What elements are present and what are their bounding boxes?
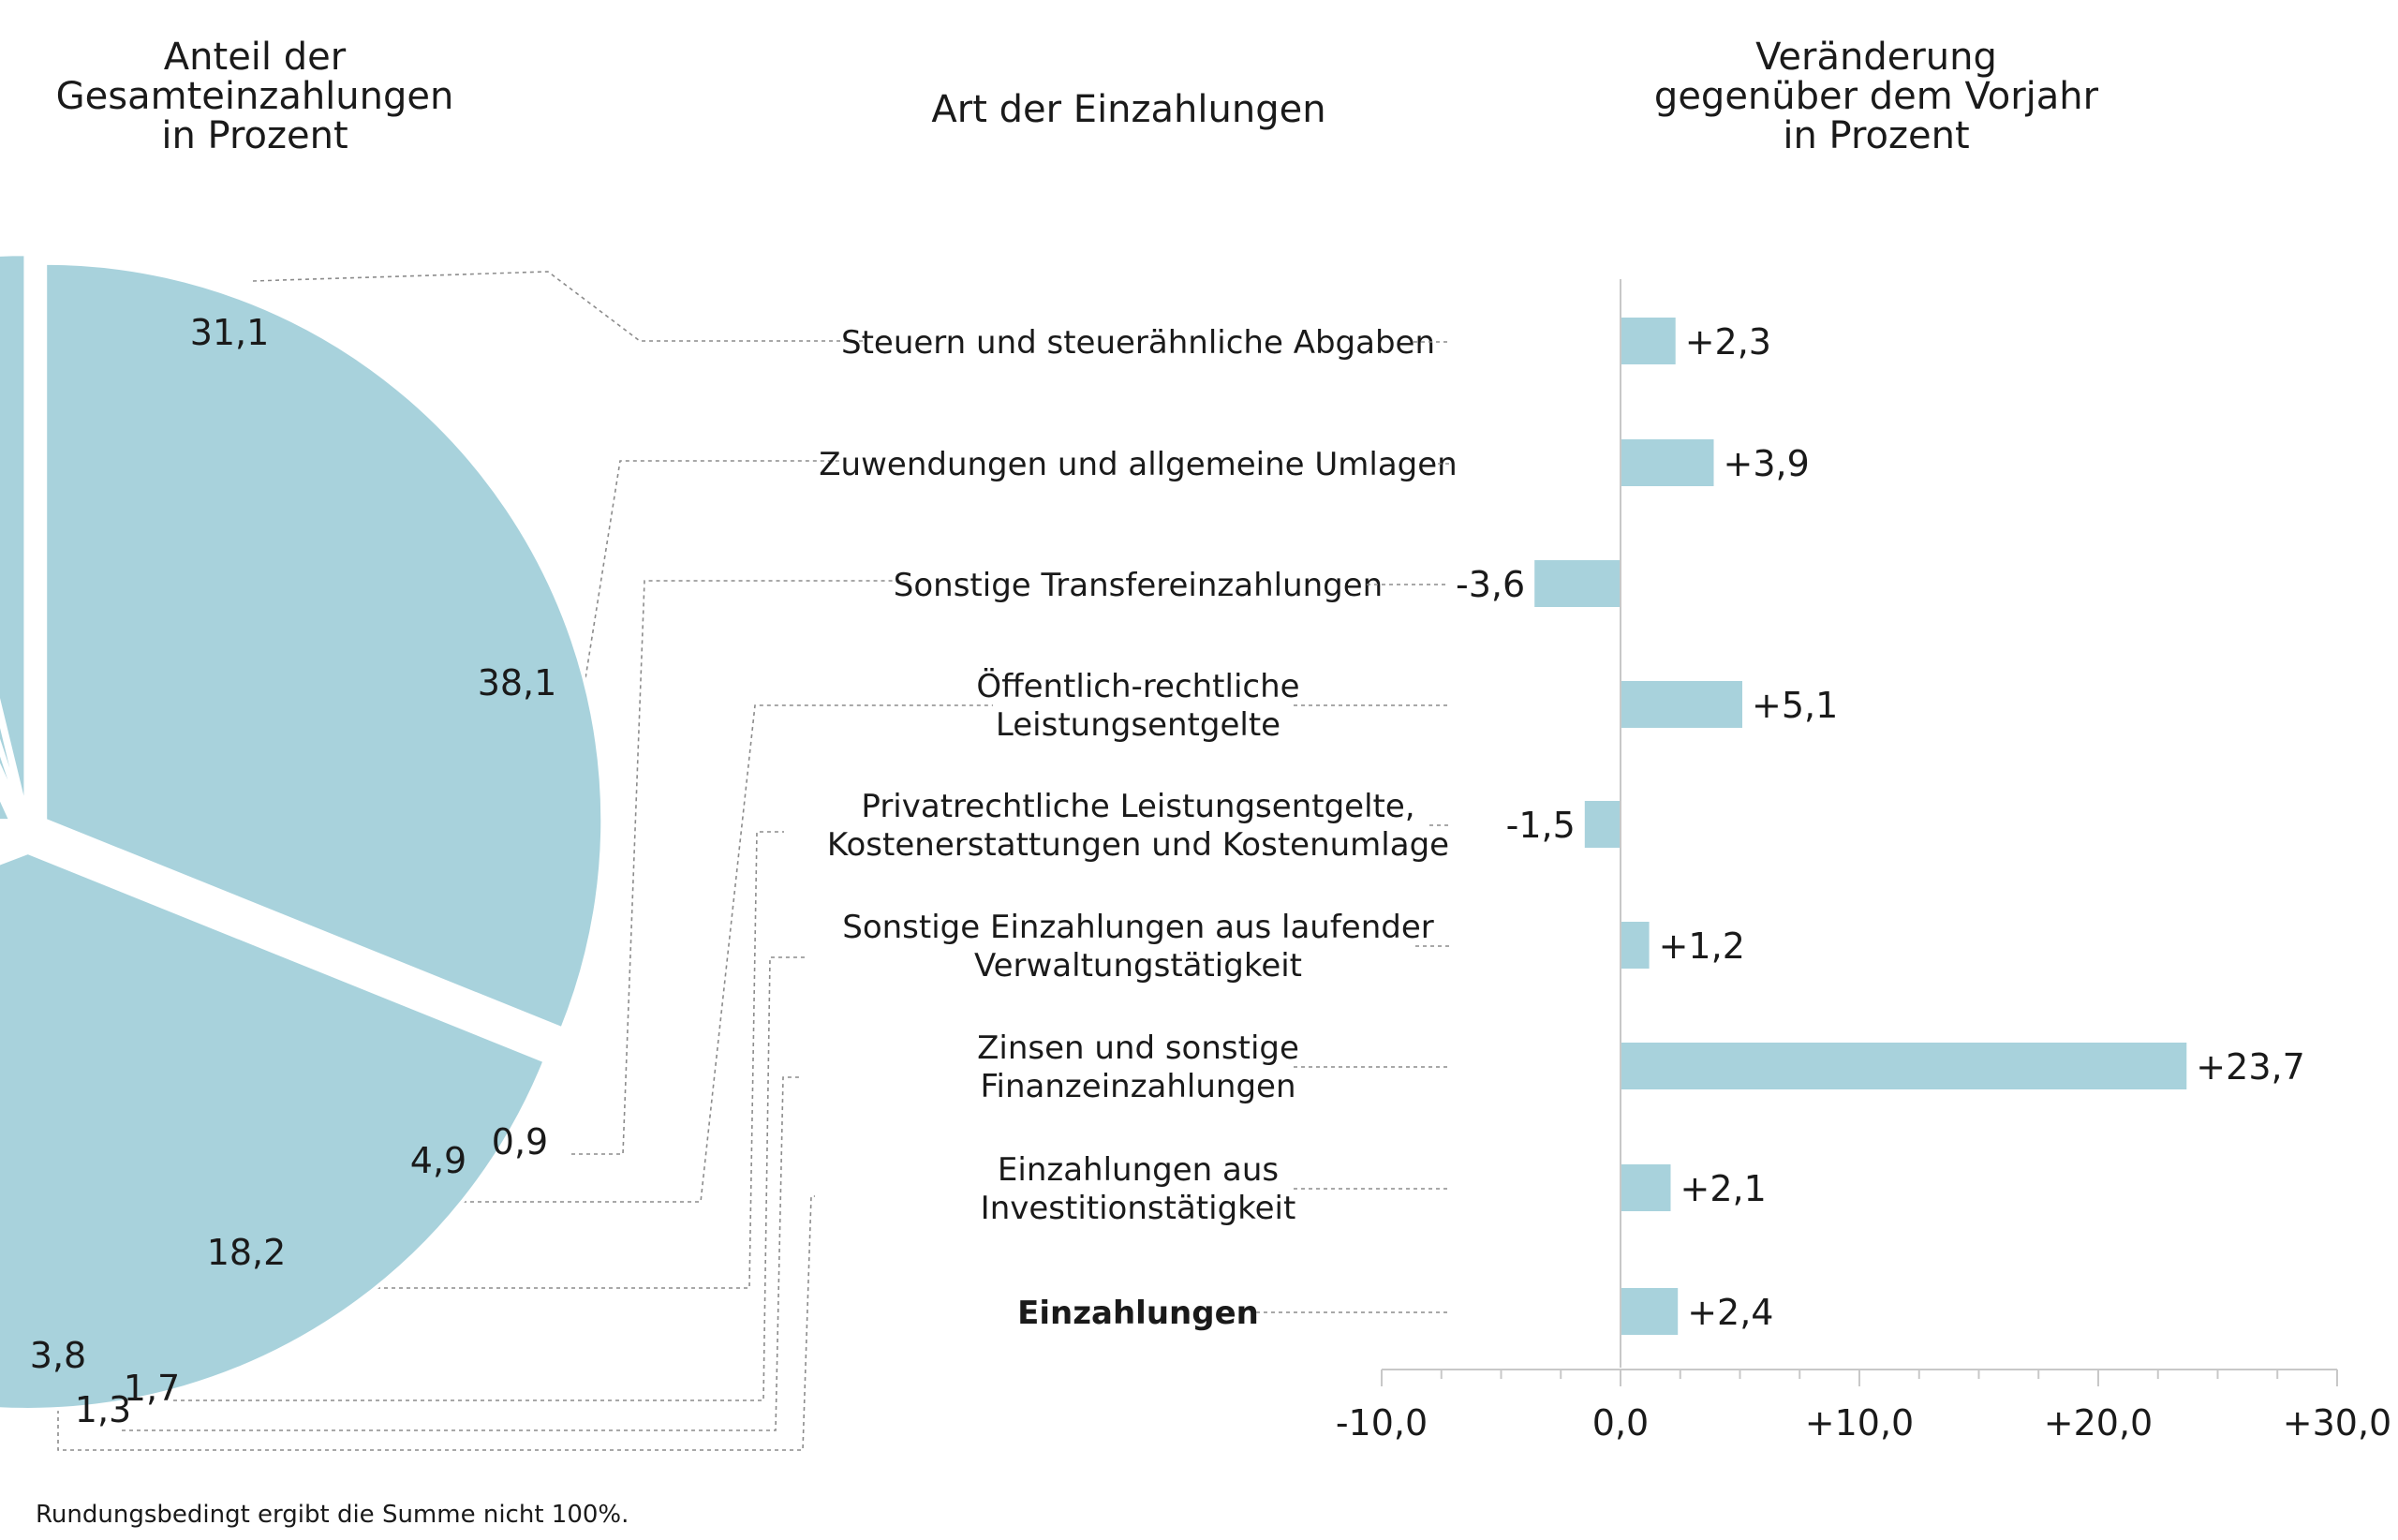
share-header-line-3: in Prozent xyxy=(161,114,348,157)
pie-label-oeffentlich: 4,9 xyxy=(410,1140,466,1181)
bar-value-label: +2,1 xyxy=(1680,1168,1767,1209)
pie-leader-steuern xyxy=(252,271,865,342)
category-label: Leistungsentgelte xyxy=(996,706,1280,744)
pie-slice-investition xyxy=(0,252,28,812)
bar-value-label: +5,1 xyxy=(1752,685,1838,726)
pie-label-sonstige-laufend: 1,7 xyxy=(124,1368,180,1409)
category-label: Zinsen und sonstige xyxy=(977,1029,1299,1067)
pie-slice-privatrechtlich xyxy=(0,792,14,823)
pie-leader-oeffentlich xyxy=(440,704,993,1203)
pie-value-labels: 31,1 38,1 0,9 4,9 18,2 1,71,3 3,8 xyxy=(30,312,557,1430)
category-label: Einzahlungen xyxy=(1017,1295,1259,1332)
pie-label-steuern: 31,1 xyxy=(190,312,270,353)
category-label: Finanzeinzahlungen xyxy=(980,1068,1295,1105)
category-label: Einzahlungen aus xyxy=(998,1151,1279,1189)
category-label: Verwaltungstätigkeit xyxy=(974,947,1302,985)
bar-value-label: +3,9 xyxy=(1724,443,1810,484)
bar-value-label: +2,4 xyxy=(1687,1292,1773,1333)
pie-label-privatrechtlich: 18,2 xyxy=(207,1232,287,1273)
footnote: Rundungsbedingt ergibt die Summe nicht 1… xyxy=(36,1501,629,1529)
category-label: Öffentlich-rechtliche xyxy=(976,667,1299,705)
pie-label-transfer: 0,9 xyxy=(492,1121,548,1162)
pie-slice-zinsen xyxy=(0,712,24,813)
bar-value-label: +1,2 xyxy=(1659,925,1745,967)
type-header-line-1: Art der Einzahlungen xyxy=(931,88,1325,131)
share-header-line-2: Gesamteinzahlungen xyxy=(56,75,454,118)
pie-label-zuwendungen: 38,1 xyxy=(478,662,557,703)
category-label: Zuwendungen und allgemeine Umlagen xyxy=(819,446,1457,483)
pie-leader-privatrechtlich xyxy=(347,831,784,1289)
category-label: Investitionstätigkeit xyxy=(981,1190,1296,1227)
bar-1 xyxy=(1621,439,1714,486)
pie-slice-oeffentlich xyxy=(0,833,8,840)
pie-slice-steuern xyxy=(43,260,605,1031)
bar-8 xyxy=(1621,1288,1679,1335)
category-label: Sonstige Transfereinzahlungen xyxy=(894,567,1383,604)
bar-value-label: +2,3 xyxy=(1685,321,1771,363)
bar-7 xyxy=(1621,1164,1671,1211)
change-header-line-2: gegenüber dem Vorjahr xyxy=(1654,75,2099,118)
category-label: Kostenerstattungen und Kostenumlage xyxy=(827,826,1449,864)
change-header-line-1: Veränderung xyxy=(1755,36,1997,79)
bar-chart: +2,3 +3,9 -3,6 +5,1 -1,5 +1,2 +23,7 +2,1 +2,4 xyxy=(1456,318,2305,1335)
pie-leader-transfer xyxy=(571,580,910,1155)
share-header-line-1: Anteil der xyxy=(164,36,347,79)
category-label: Steuern und steuerähnliche Abgaben xyxy=(841,324,1435,362)
x-tick-label: -10,0 xyxy=(1336,1402,1428,1444)
pie-slice-zuwendungen xyxy=(0,850,548,1412)
pie-label-zinsen: 1,3 xyxy=(75,1389,131,1430)
category-label: Privatrechtliche Leistungsentgelte, xyxy=(861,788,1414,825)
bar-5 xyxy=(1621,922,1650,969)
pie-leader-sonstige-laufend xyxy=(173,956,807,1401)
bar-value-label: +23,7 xyxy=(2196,1046,2304,1088)
bar-4 xyxy=(1584,801,1621,848)
leader-lines xyxy=(57,271,993,1451)
x-axis: -10,0 0,0 +10,0 +20,0 +30,0 xyxy=(1336,279,2391,1444)
bar-value-label: -1,5 xyxy=(1506,805,1576,846)
bar-6 xyxy=(1621,1043,2187,1089)
category-label: Sonstige Einzahlungen aus laufender xyxy=(842,909,1434,946)
bar-2 xyxy=(1534,560,1621,607)
pie-slice-transfer xyxy=(0,837,9,844)
pie-chart xyxy=(0,252,605,1412)
change-header-line-3: in Prozent xyxy=(1783,114,1969,157)
pie-label-investition: 3,8 xyxy=(30,1335,86,1376)
category-labels: Steuern und steuerähnliche Abgaben Zuwend… xyxy=(819,324,1457,1332)
x-tick-label: +30,0 xyxy=(2283,1402,2391,1444)
x-tick-label: +20,0 xyxy=(2044,1402,2153,1444)
bar-3 xyxy=(1621,681,1742,728)
bar-0 xyxy=(1621,318,1676,364)
pie-leader-zuwendungen xyxy=(564,460,841,697)
bar-value-label: -3,6 xyxy=(1456,564,1525,605)
x-tick-label: 0,0 xyxy=(1592,1402,1649,1444)
x-tick-label: +10,0 xyxy=(1805,1402,1914,1444)
